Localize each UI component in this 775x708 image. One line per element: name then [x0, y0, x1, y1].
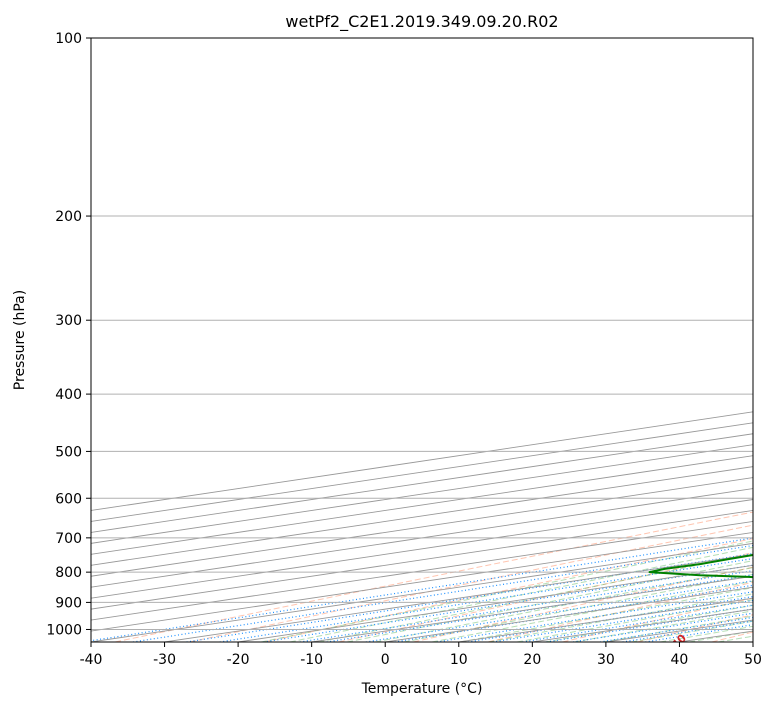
chart-title: wetPf2_C2E1.2019.349.09.20.R02 [285, 12, 558, 32]
isotherm-label: 40 [669, 631, 689, 651]
isotherm-line [91, 455, 753, 555]
isotherm-line [91, 488, 753, 588]
plot-area: -100-90-80-70-60-50-40-30-20-10010203040… [91, 38, 753, 651]
x-tick-label: 30 [597, 652, 615, 668]
isotherm-line [91, 477, 753, 577]
y-axis-label: Pressure (hPa) [12, 290, 28, 390]
y-tick-label: 900 [55, 595, 82, 611]
dry-adiabat-line [487, 581, 753, 642]
y-tick-label: 1000 [46, 622, 82, 638]
mixing-ratio-line [299, 570, 753, 642]
mixing-ratio-line [219, 557, 753, 642]
x-tick-label: 20 [523, 652, 541, 668]
plot-frame [90, 37, 754, 643]
x-tick-label: -20 [227, 652, 250, 668]
y-tick-label: 800 [55, 565, 82, 581]
x-tick-label: -30 [153, 652, 176, 668]
x-tick-label: -10 [300, 652, 323, 668]
isotherm-line [91, 510, 753, 610]
dry-adiabats [114, 511, 753, 642]
x-tick-label: 10 [450, 652, 468, 668]
y-axis: 100 200 300 400 500 600 700 800 900 1000 [46, 31, 91, 638]
isotherm-line [91, 466, 753, 566]
y-tick-label: 200 [55, 209, 82, 225]
x-axis-label: Temperature (°C) [361, 681, 483, 697]
isotherm-line [91, 499, 753, 599]
mixing-ratio-line [600, 616, 753, 642]
mixing-ratio-lines [91, 537, 753, 642]
dry-adiabat-line [189, 524, 753, 642]
y-tick-label: 600 [55, 491, 82, 507]
x-axis: -40 -30 -20 -10 0 10 20 30 40 50 [80, 642, 762, 668]
y-tick-label: 100 [55, 31, 82, 47]
x-tick-label: 40 [671, 652, 689, 668]
x-tick-label: -40 [80, 652, 103, 668]
y-tick-label: 300 [55, 313, 82, 329]
y-tick-label: 700 [55, 531, 82, 547]
x-tick-label: 0 [381, 652, 390, 668]
dry-adiabat-line [264, 538, 753, 642]
skewed-isotherms [91, 411, 753, 642]
x-tick-label: 50 [744, 652, 762, 668]
isotherm-line [91, 444, 753, 544]
dry-adiabat-line [413, 566, 753, 642]
y-tick-label: 500 [55, 444, 82, 460]
isotherm-line [91, 520, 753, 621]
pressure-gridlines [91, 38, 753, 630]
isotherm-line [91, 531, 753, 632]
y-tick-label: 400 [55, 387, 82, 403]
mixing-ratio-line [263, 564, 753, 642]
mixing-ratio-line [326, 574, 753, 642]
